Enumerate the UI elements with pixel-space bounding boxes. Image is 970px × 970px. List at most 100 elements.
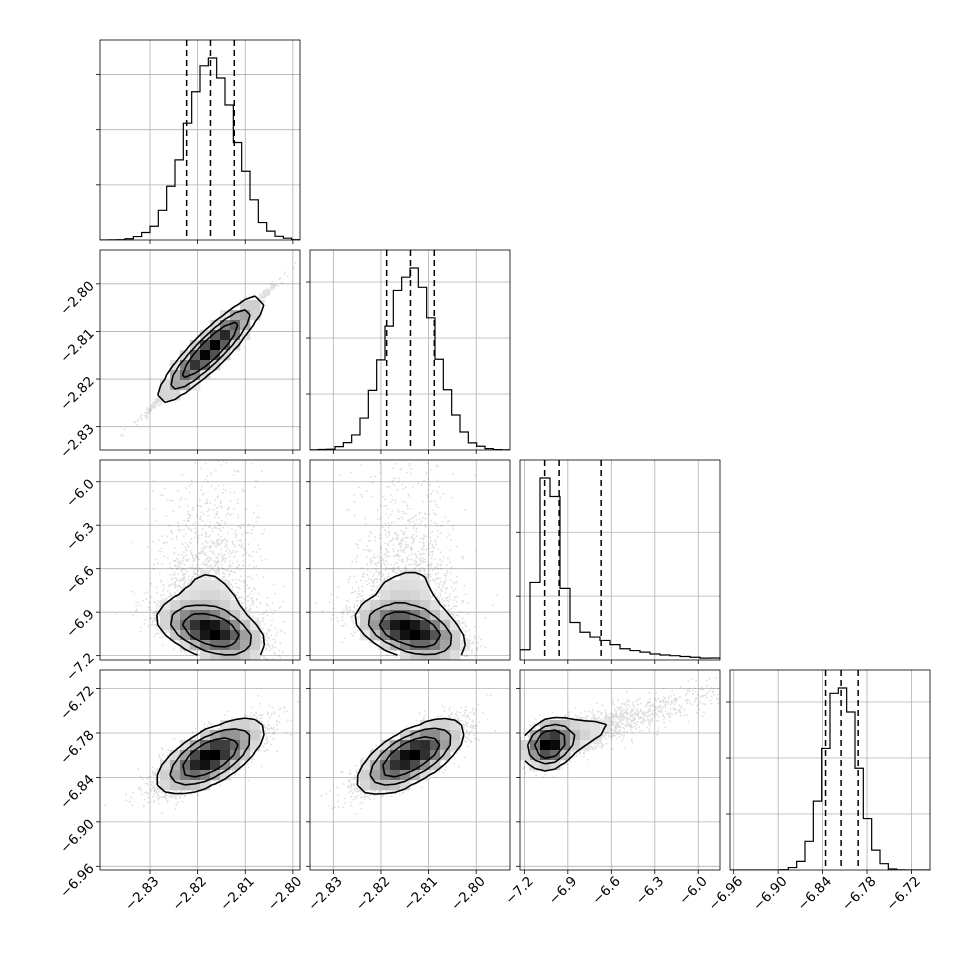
scatter-point bbox=[255, 480, 257, 482]
scatter-point bbox=[261, 296, 264, 298]
scatter-point bbox=[262, 300, 264, 302]
scatter-point bbox=[261, 299, 264, 302]
scatter-point bbox=[209, 545, 212, 548]
scatter-point bbox=[264, 623, 267, 625]
scatter-point bbox=[263, 293, 266, 296]
scatter-point bbox=[259, 298, 262, 301]
density-cell bbox=[200, 340, 211, 351]
scatter-point bbox=[222, 575, 224, 578]
density-cell bbox=[170, 380, 181, 391]
scatter-point bbox=[146, 418, 149, 420]
scatter-point bbox=[273, 286, 276, 288]
scatter-point bbox=[160, 579, 163, 581]
density-cell bbox=[180, 350, 191, 361]
scatter-point bbox=[146, 412, 149, 415]
scatter-point bbox=[268, 293, 271, 296]
scatter-point bbox=[154, 403, 156, 405]
scatter-point bbox=[269, 289, 271, 292]
scatter-point bbox=[259, 294, 261, 296]
pair-panel-0-1 bbox=[96, 249, 301, 454]
scatter-point bbox=[247, 523, 250, 526]
scatter-point bbox=[241, 543, 244, 546]
scatter-point bbox=[151, 405, 154, 408]
scatter-point bbox=[226, 540, 229, 542]
scatter-point bbox=[152, 406, 155, 409]
scatter-point bbox=[265, 290, 268, 293]
scatter-point bbox=[266, 614, 269, 617]
scatter-point bbox=[149, 409, 152, 412]
scatter-point bbox=[269, 624, 272, 627]
density-cell bbox=[160, 380, 171, 391]
density-cell bbox=[180, 370, 191, 381]
scatter-point bbox=[263, 294, 266, 297]
scatter-point bbox=[261, 641, 264, 643]
scatter-point bbox=[228, 549, 231, 552]
scatter-point bbox=[154, 401, 157, 404]
scatter-point bbox=[155, 400, 158, 403]
scatter-point bbox=[262, 294, 265, 297]
scatter-point bbox=[220, 419, 222, 421]
scatter-point bbox=[145, 415, 148, 417]
scatter-point bbox=[272, 287, 275, 290]
panel-frame bbox=[309, 249, 511, 451]
scatter-point bbox=[157, 398, 159, 400]
scatter-point bbox=[131, 590, 134, 593]
scatter-point bbox=[160, 400, 163, 403]
scatter-point bbox=[153, 402, 156, 405]
scatter-point bbox=[249, 608, 252, 611]
scatter-point bbox=[153, 615, 156, 617]
scatter-point bbox=[170, 595, 173, 597]
scatter-point bbox=[267, 290, 269, 292]
scatter-point bbox=[265, 293, 268, 295]
density-cell bbox=[190, 370, 201, 381]
scatter-point bbox=[183, 650, 186, 653]
scatter-point bbox=[264, 297, 267, 299]
scatter-point bbox=[261, 559, 263, 562]
panel-content bbox=[310, 250, 510, 450]
scatter-point bbox=[156, 397, 159, 400]
density-cell bbox=[200, 330, 211, 341]
scatter-point bbox=[148, 409, 151, 412]
scatter-point bbox=[160, 550, 163, 553]
scatter-point bbox=[218, 505, 221, 508]
scatter-point bbox=[153, 403, 156, 406]
scatter-point bbox=[156, 610, 159, 613]
scatter-point bbox=[266, 290, 268, 293]
scatter-point bbox=[265, 288, 268, 291]
scatter-point bbox=[150, 406, 153, 409]
scatter-point bbox=[222, 554, 225, 557]
scatter-point bbox=[246, 606, 248, 609]
scatter-point bbox=[153, 403, 156, 406]
scatter-point bbox=[156, 399, 159, 402]
scatter-point bbox=[267, 287, 270, 290]
scatter-point bbox=[272, 286, 275, 289]
scatter-point bbox=[263, 293, 266, 296]
scatter-point bbox=[271, 283, 274, 286]
scatter-point bbox=[170, 594, 173, 596]
density-cell bbox=[240, 300, 251, 311]
scatter-point bbox=[156, 401, 159, 404]
hist-panel-1 bbox=[306, 249, 511, 454]
scatter-point bbox=[121, 435, 124, 437]
scatter-point bbox=[260, 295, 263, 298]
scatter-point bbox=[159, 400, 162, 403]
scatter-point bbox=[135, 424, 138, 426]
scatter-point bbox=[268, 290, 271, 293]
scatter-point bbox=[157, 401, 160, 403]
scatter-point bbox=[261, 296, 263, 299]
histogram-0 bbox=[100, 57, 300, 240]
scatter-point bbox=[277, 285, 279, 287]
scatter-point bbox=[272, 285, 275, 287]
scatter-point bbox=[135, 610, 137, 612]
scatter-point bbox=[274, 284, 277, 286]
scatter-point bbox=[264, 294, 267, 297]
scatter-point bbox=[183, 582, 186, 584]
scatter-point bbox=[140, 418, 143, 420]
scatter-point bbox=[150, 408, 153, 410]
scatter-point bbox=[148, 410, 151, 412]
density-cell bbox=[210, 350, 221, 361]
scatter-point bbox=[203, 560, 206, 563]
scatter-point bbox=[234, 529, 237, 532]
scatter-point bbox=[294, 261, 297, 264]
scatter-point bbox=[157, 399, 160, 402]
